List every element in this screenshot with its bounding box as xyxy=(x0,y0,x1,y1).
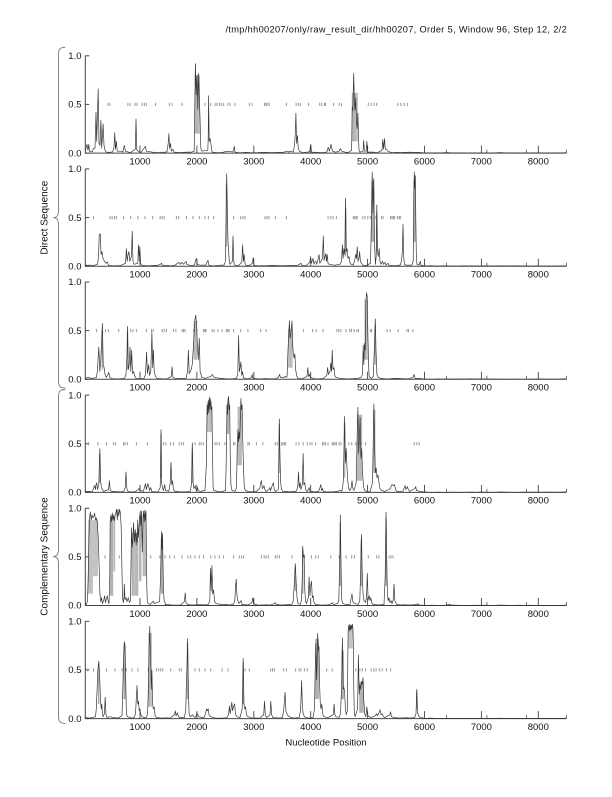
svg-text:1.0: 1.0 xyxy=(68,51,81,62)
svg-text:2000: 2000 xyxy=(186,609,207,620)
svg-text:1000: 1000 xyxy=(129,609,150,620)
svg-text:7000: 7000 xyxy=(471,156,492,167)
svg-text:0.5: 0.5 xyxy=(68,326,81,337)
svg-text:8000: 8000 xyxy=(528,270,549,281)
svg-text:0.5: 0.5 xyxy=(68,213,81,224)
svg-text:8000: 8000 xyxy=(528,609,549,620)
svg-text:1000: 1000 xyxy=(129,270,150,281)
svg-text:6000: 6000 xyxy=(414,722,435,733)
svg-text:3000: 3000 xyxy=(243,609,264,620)
svg-text:4000: 4000 xyxy=(300,270,321,281)
svg-text:7000: 7000 xyxy=(471,609,492,620)
svg-text:4000: 4000 xyxy=(300,156,321,167)
svg-text:Direct Sequence: Direct Sequence xyxy=(40,180,51,254)
svg-text:0.0: 0.0 xyxy=(68,714,81,725)
svg-text:8000: 8000 xyxy=(528,496,549,507)
svg-text:2000: 2000 xyxy=(186,156,207,167)
svg-text:7000: 7000 xyxy=(471,270,492,281)
svg-text:6000: 6000 xyxy=(414,156,435,167)
svg-text:2000: 2000 xyxy=(186,496,207,507)
svg-text:5000: 5000 xyxy=(357,383,378,394)
svg-text:7000: 7000 xyxy=(471,496,492,507)
svg-text:5000: 5000 xyxy=(357,722,378,733)
svg-text:4000: 4000 xyxy=(300,609,321,620)
svg-text:0.5: 0.5 xyxy=(68,665,81,676)
svg-text:6000: 6000 xyxy=(414,609,435,620)
svg-text:1000: 1000 xyxy=(129,383,150,394)
svg-text:1.0: 1.0 xyxy=(68,164,81,175)
svg-text:1.0: 1.0 xyxy=(68,617,81,628)
svg-text:6000: 6000 xyxy=(414,270,435,281)
svg-text:/tmp/hh00207/only/raw_result_d: /tmp/hh00207/only/raw_result_dir/hh00207… xyxy=(226,25,568,35)
svg-text:6000: 6000 xyxy=(414,383,435,394)
svg-text:1000: 1000 xyxy=(129,156,150,167)
svg-text:2000: 2000 xyxy=(186,270,207,281)
svg-text:Nucleotide Position: Nucleotide Position xyxy=(285,738,366,749)
svg-text:7000: 7000 xyxy=(471,722,492,733)
svg-text:3000: 3000 xyxy=(243,496,264,507)
svg-text:0.0: 0.0 xyxy=(68,261,81,272)
svg-text:0.5: 0.5 xyxy=(68,439,81,450)
svg-text:4000: 4000 xyxy=(300,722,321,733)
svg-text:1.0: 1.0 xyxy=(68,503,81,514)
svg-text:3000: 3000 xyxy=(243,270,264,281)
svg-text:Complementary Sequence: Complementary Sequence xyxy=(40,497,51,616)
svg-text:2000: 2000 xyxy=(186,722,207,733)
svg-text:0.5: 0.5 xyxy=(68,100,81,111)
svg-text:0.0: 0.0 xyxy=(68,601,81,612)
svg-text:2000: 2000 xyxy=(186,383,207,394)
svg-text:0.0: 0.0 xyxy=(68,148,81,159)
svg-text:8000: 8000 xyxy=(528,156,549,167)
svg-text:5000: 5000 xyxy=(357,496,378,507)
svg-text:4000: 4000 xyxy=(300,496,321,507)
svg-text:1.0: 1.0 xyxy=(68,277,81,288)
svg-text:6000: 6000 xyxy=(414,496,435,507)
svg-text:4000: 4000 xyxy=(300,383,321,394)
svg-text:1000: 1000 xyxy=(129,496,150,507)
svg-text:0.5: 0.5 xyxy=(68,552,81,563)
svg-text:5000: 5000 xyxy=(357,609,378,620)
svg-text:1000: 1000 xyxy=(129,722,150,733)
svg-text:7000: 7000 xyxy=(471,383,492,394)
svg-text:0.0: 0.0 xyxy=(68,375,81,386)
svg-text:3000: 3000 xyxy=(243,722,264,733)
svg-text:5000: 5000 xyxy=(357,270,378,281)
svg-text:3000: 3000 xyxy=(243,156,264,167)
svg-text:8000: 8000 xyxy=(528,383,549,394)
svg-text:0.0: 0.0 xyxy=(68,488,81,499)
svg-text:1.0: 1.0 xyxy=(68,390,81,401)
svg-text:8000: 8000 xyxy=(528,722,549,733)
svg-text:3000: 3000 xyxy=(243,383,264,394)
svg-text:5000: 5000 xyxy=(357,156,378,167)
